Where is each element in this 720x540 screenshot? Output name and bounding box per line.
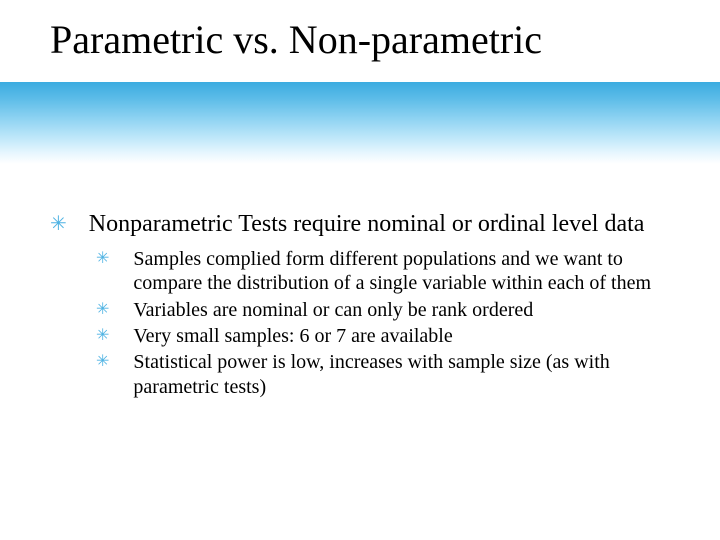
sub-point-text: Statistical power is low, increases with…: [133, 350, 680, 399]
slide: Parametric vs. Non-parametric ✳ Nonparam…: [0, 0, 720, 540]
title-area: Parametric vs. Non-parametric: [50, 18, 670, 74]
bullet-level2: ✳ Very small samples: 6 or 7 are availab…: [96, 324, 680, 348]
sub-point-text: Variables are nominal or can only be ran…: [133, 298, 533, 322]
sub-list: ✳ Samples complied form different popula…: [96, 247, 680, 399]
sub-point-text: Very small samples: 6 or 7 are available: [133, 324, 452, 348]
bullet-level1: ✳ Nonparametric Tests require nominal or…: [50, 210, 680, 239]
asterisk-icon: ✳: [96, 350, 109, 374]
bullet-level2: ✳ Statistical power is low, increases wi…: [96, 350, 680, 399]
bullet-level2: ✳ Variables are nominal or can only be r…: [96, 298, 680, 322]
main-point-text: Nonparametric Tests require nominal or o…: [89, 210, 645, 239]
gradient-band: [0, 82, 720, 164]
bullet-level2: ✳ Samples complied form different popula…: [96, 247, 680, 296]
sub-point-text: Samples complied form different populati…: [133, 247, 680, 296]
asterisk-icon: ✳: [96, 324, 109, 348]
asterisk-icon: ✳: [96, 298, 109, 322]
asterisk-icon: ✳: [96, 247, 109, 271]
content-area: ✳ Nonparametric Tests require nominal or…: [50, 210, 680, 401]
asterisk-icon: ✳: [50, 210, 67, 238]
slide-title: Parametric vs. Non-parametric: [50, 18, 670, 62]
